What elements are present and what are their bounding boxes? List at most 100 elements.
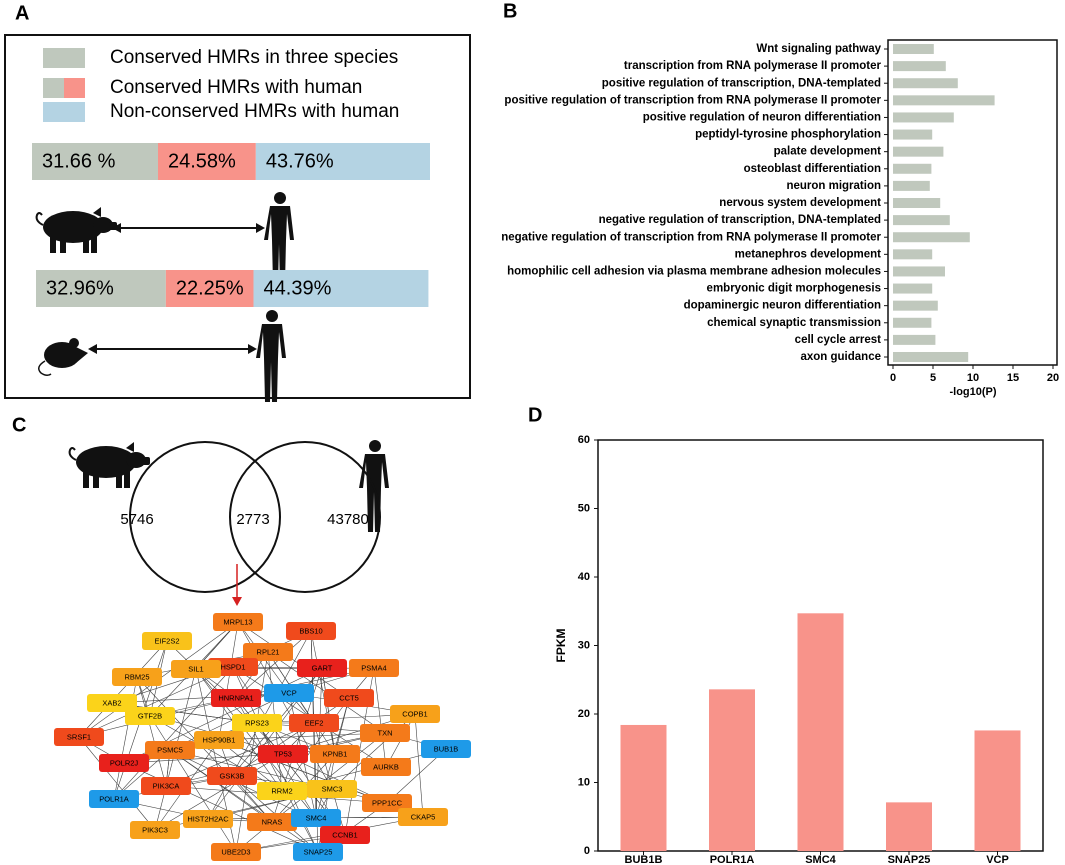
network-node — [421, 740, 471, 758]
network-edge — [78, 666, 234, 738]
network-edge — [136, 676, 273, 823]
node-label: RPS23 — [245, 718, 269, 727]
network-node — [194, 731, 244, 749]
network-node — [243, 643, 293, 661]
node-label: BBS10 — [299, 626, 322, 635]
bar — [893, 317, 932, 328]
network-edge — [78, 640, 168, 738]
network-node — [89, 790, 139, 808]
node-label: TXN — [378, 728, 393, 737]
venn-count: 2773 — [236, 511, 269, 528]
legend-swatch — [43, 48, 85, 68]
bar-segment — [158, 143, 256, 180]
network-node — [360, 724, 410, 742]
bar — [893, 112, 954, 123]
node-label: RRM2 — [271, 786, 292, 795]
network-node — [324, 689, 374, 707]
node-label: GART — [312, 663, 333, 672]
legend-swatch — [64, 78, 85, 98]
y-tick-label: 40 — [578, 571, 590, 583]
node-label: POLR2J — [110, 758, 139, 767]
network-edge — [321, 667, 336, 755]
bar — [893, 78, 958, 89]
panel-a-frame — [4, 34, 471, 399]
bar — [893, 215, 950, 226]
bar — [709, 689, 755, 851]
network-node — [213, 613, 263, 631]
y-tick-label: osteoblast differentiation — [744, 163, 881, 175]
network-edge — [123, 753, 284, 764]
node-label: HSPD1 — [220, 662, 245, 671]
node-label: KPNB1 — [323, 749, 348, 758]
bar — [797, 613, 844, 851]
network-node — [307, 780, 357, 798]
network-edge — [281, 697, 350, 792]
bar — [893, 232, 970, 243]
node-label: PSMA4 — [361, 663, 386, 672]
legend-label: Conserved HMRs with human — [110, 77, 362, 98]
bar — [893, 249, 933, 260]
pig-icon — [68, 441, 151, 489]
y-tick-label: metanephros development — [735, 248, 882, 260]
node-label: XAB2 — [102, 698, 121, 707]
network-node — [130, 821, 180, 839]
human-icon — [256, 310, 286, 402]
bar-segment — [165, 270, 254, 307]
network-edge — [237, 621, 350, 699]
y-tick-label: negative regulation of transcription, DN… — [599, 214, 881, 226]
panel-label: C — [12, 414, 26, 436]
x-tick-label: 20 — [1047, 372, 1059, 384]
y-tick-label: 60 — [578, 434, 590, 446]
network-node — [390, 705, 440, 723]
network-node — [258, 745, 308, 763]
y-tick-label: axon guidance — [800, 351, 881, 363]
node-label: SNAP25 — [304, 847, 333, 856]
node-label: UBE2D3 — [221, 847, 250, 856]
node-label: GSK3B — [219, 771, 244, 780]
bar — [893, 163, 932, 174]
x-axis-label: -log10(P) — [949, 386, 996, 398]
network-node — [398, 808, 448, 826]
network-node — [247, 813, 297, 831]
bar — [893, 61, 946, 72]
y-tick-label: neuron migration — [786, 180, 881, 192]
node-label: GTF2B — [138, 711, 162, 720]
y-tick-label: homophilic cell adhesion via plasma memb… — [507, 265, 881, 277]
y-tick-label: embryonic digit morphogenesis — [707, 283, 881, 295]
y-tick-label: 30 — [578, 639, 590, 651]
network-node — [257, 782, 307, 800]
bar — [893, 44, 934, 54]
network-edge — [256, 722, 317, 819]
y-tick-label: negative regulation of transcription fro… — [501, 231, 881, 243]
y-tick-label: Wnt signaling pathway — [756, 43, 881, 55]
bar — [893, 283, 933, 294]
node-label: NRAS — [262, 817, 283, 826]
network-node — [207, 767, 257, 785]
network-node — [211, 689, 261, 707]
x-tick-label: 10 — [967, 372, 979, 384]
y-tick-label: peptidyl-tyrosine phosphorylation — [695, 129, 881, 141]
y-tick-label: cell cycle arrest — [795, 334, 881, 346]
pig-icon — [35, 206, 118, 254]
network-node — [349, 659, 399, 677]
bar — [893, 129, 933, 140]
network-node — [232, 714, 282, 732]
bar — [893, 352, 969, 362]
venn-count: 5746 — [120, 511, 153, 528]
value-label: 22.25% — [176, 277, 244, 299]
bar-segment — [36, 270, 166, 307]
x-tick-label: 5 — [930, 372, 936, 384]
node-label: SMC3 — [322, 784, 343, 793]
node-label: CKAP5 — [411, 812, 436, 821]
node-label: CCT5 — [339, 693, 359, 702]
y-tick-label: 20 — [578, 708, 590, 720]
network-edge — [169, 692, 290, 751]
y-tick-label: chemical synaptic transmission — [707, 317, 881, 329]
network-node — [286, 622, 336, 640]
legend-label: Conserved HMRs in three species — [110, 47, 398, 68]
network-node — [141, 777, 191, 795]
bar — [893, 334, 936, 345]
network-edge — [218, 621, 239, 741]
y-axis-label: FPKM — [554, 629, 568, 663]
network-node — [297, 659, 347, 677]
